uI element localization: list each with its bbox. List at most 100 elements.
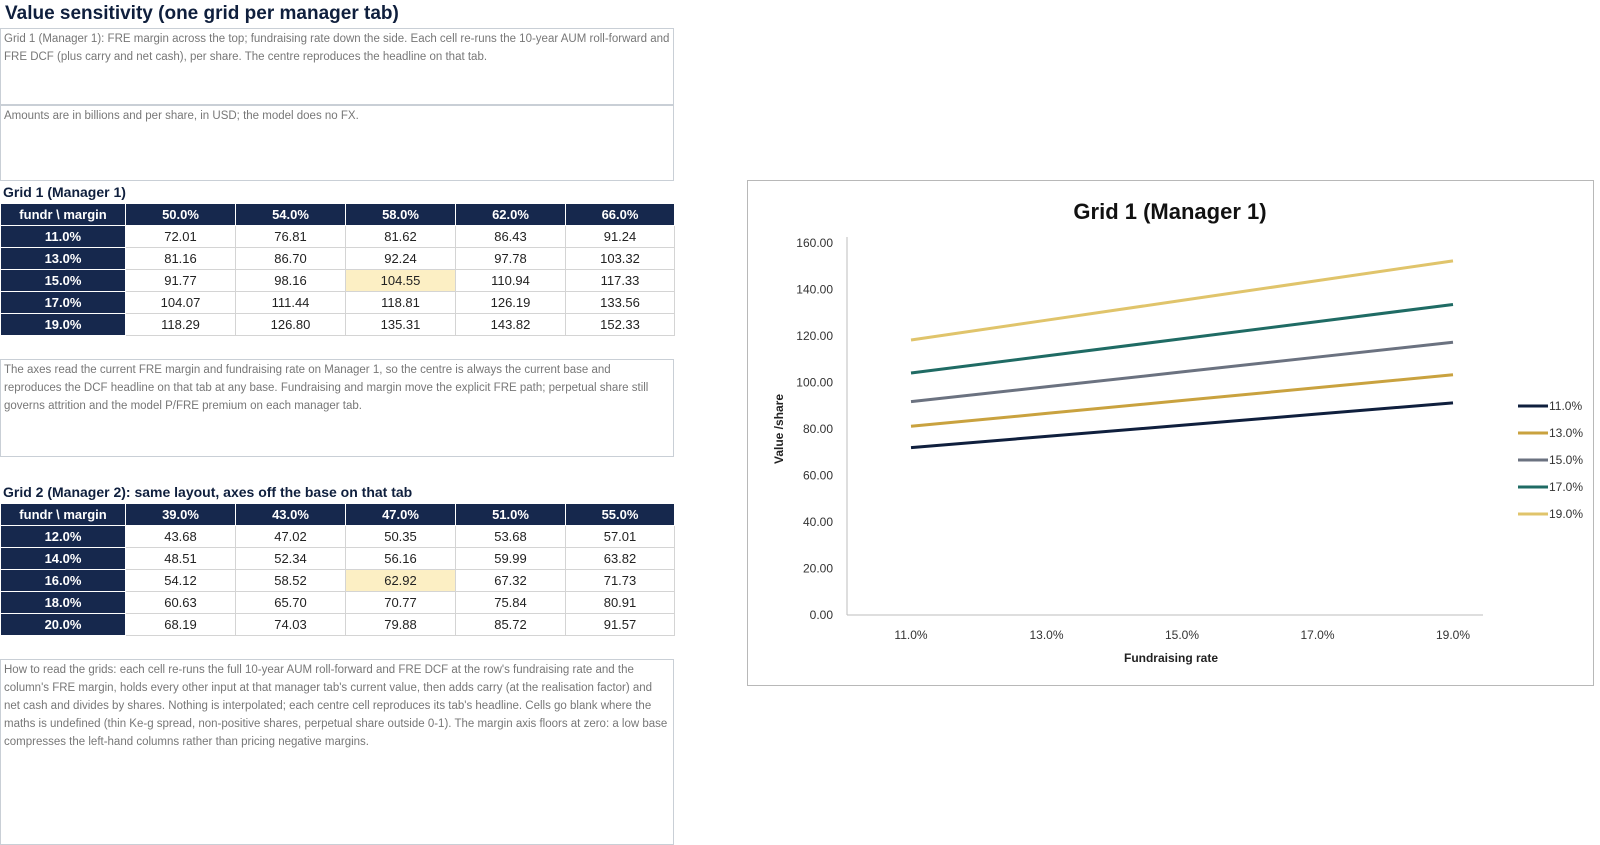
grid1-col-header[interactable]: 54.0%: [235, 203, 346, 226]
legend-label: 17.0%: [1549, 480, 1583, 494]
grid2-cell[interactable]: 56.16: [345, 547, 456, 570]
grid1-cell[interactable]: 126.19: [455, 291, 566, 314]
grid2-cell[interactable]: 63.82: [565, 547, 675, 570]
grid1-cell[interactable]: 152.33: [565, 313, 675, 336]
grid2-cell[interactable]: 54.12: [125, 569, 236, 592]
grid2-cell[interactable]: 57.01: [565, 525, 675, 548]
grid2-row-header[interactable]: 20.0%: [0, 613, 126, 636]
grid1-col-header[interactable]: 62.0%: [455, 203, 566, 226]
grid1-cell[interactable]: 117.33: [565, 269, 675, 292]
grid1-col-header[interactable]: 50.0%: [125, 203, 236, 226]
grid1-row-header[interactable]: 11.0%: [0, 225, 126, 248]
grid1-row-header[interactable]: 15.0%: [0, 269, 126, 292]
grid2-row: 20.0% 68.19 74.03 79.88 85.72 91.57: [0, 613, 675, 636]
grid1-cell[interactable]: 126.80: [235, 313, 346, 336]
grid1-cell[interactable]: 135.31: [345, 313, 456, 336]
grid1-row-header[interactable]: 13.0%: [0, 247, 126, 270]
grid2-cell[interactable]: 50.35: [345, 525, 456, 548]
grid2-row-header[interactable]: 16.0%: [0, 569, 126, 592]
grid2-row-header[interactable]: 14.0%: [0, 547, 126, 570]
grid2-cell[interactable]: 68.19: [125, 613, 236, 636]
grid2-cell[interactable]: 52.34: [235, 547, 346, 570]
grid2-cell[interactable]: 79.88: [345, 613, 456, 636]
grid1-cell[interactable]: 111.44: [235, 291, 346, 314]
legend-label: 19.0%: [1549, 507, 1583, 521]
grid2-cell[interactable]: 74.03: [235, 613, 346, 636]
grid2-caption: Grid 2 (Manager 2): same layout, axes of…: [3, 484, 413, 500]
grid1-cell[interactable]: 92.24: [345, 247, 456, 270]
grid1-cell[interactable]: 91.77: [125, 269, 236, 292]
grid2-cell[interactable]: 43.68: [125, 525, 236, 548]
grid1-cell[interactable]: 118.81: [345, 291, 456, 314]
grid2-cell[interactable]: 48.51: [125, 547, 236, 570]
grid1-cell[interactable]: 110.94: [455, 269, 566, 292]
grid2-cell[interactable]: 71.73: [565, 569, 675, 592]
grid2-row: 14.0% 48.51 52.34 56.16 59.99 63.82: [0, 547, 675, 570]
grid2-center-cell[interactable]: 62.92: [345, 569, 456, 592]
grid1-row: 13.0% 81.16 86.70 92.24 97.78 103.32: [0, 247, 675, 270]
page-title: Value sensitivity (one grid per manager …: [5, 3, 399, 24]
grid2-cell[interactable]: 58.52: [235, 569, 346, 592]
grid2-cell[interactable]: 70.77: [345, 591, 456, 614]
chart-frame[interactable]: Grid 1 (Manager 1) 0.00 20.00 40.00 60.00 80.…: [747, 180, 1594, 686]
grid1-cell[interactable]: 97.78: [455, 247, 566, 270]
series-line-0: [910, 401, 1454, 450]
grid2-col-header[interactable]: 55.0%: [565, 503, 675, 526]
series-line-1: [910, 373, 1454, 428]
grid1-caption: Grid 1 (Manager 1): [3, 184, 126, 200]
grid1-cell[interactable]: 98.16: [235, 269, 346, 292]
grid1-cell[interactable]: 104.07: [125, 291, 236, 314]
grid1-corner-label[interactable]: fundr \ margin: [0, 203, 126, 226]
grid2-row: 18.0% 60.63 65.70 70.77 75.84 80.91: [0, 591, 675, 614]
intro-note[interactable]: Grid 1 (Manager 1): FRE margin across th…: [0, 28, 674, 105]
grid2-row-header[interactable]: 18.0%: [0, 591, 126, 614]
grid2-row: 12.0% 43.68 47.02 50.35 53.68 57.01: [0, 525, 675, 548]
y-tick-label: 100.00: [796, 376, 833, 390]
grid1-col-header[interactable]: 66.0%: [565, 203, 675, 226]
grid2-cell[interactable]: 75.84: [455, 591, 566, 614]
grid2-row-header[interactable]: 12.0%: [0, 525, 126, 548]
grid2-cell[interactable]: 60.63: [125, 591, 236, 614]
line-chart: Grid 1 (Manager 1) 0.00 20.00 40.00 60.00 80.…: [772, 199, 1583, 665]
grid2-cell[interactable]: 67.32: [455, 569, 566, 592]
grid2-cell[interactable]: 65.70: [235, 591, 346, 614]
grid1-cell[interactable]: 86.43: [455, 225, 566, 248]
grid1-cell[interactable]: 81.16: [125, 247, 236, 270]
grid1-table: fundr \ margin 50.0% 54.0% 58.0% 62.0% 66.0% 1…: [0, 203, 675, 336]
x-tick-label: 15.0%: [1165, 628, 1199, 642]
grid2-col-header[interactable]: 39.0%: [125, 503, 236, 526]
grid2-col-header[interactable]: 47.0%: [345, 503, 456, 526]
grid2-cell[interactable]: 85.72: [455, 613, 566, 636]
grid2-col-header[interactable]: 43.0%: [235, 503, 346, 526]
grid1-cell[interactable]: 72.01: [125, 225, 236, 248]
grid1-cell[interactable]: 118.29: [125, 313, 236, 336]
x-tick-label: 11.0%: [894, 628, 927, 642]
grid1-row-header[interactable]: 19.0%: [0, 313, 126, 336]
grid1-row: 15.0% 91.77 98.16 104.55 110.94 117.33: [0, 269, 675, 292]
units-note[interactable]: Amounts are in billions and per share, i…: [0, 105, 674, 181]
grid1-cell[interactable]: 103.32: [565, 247, 675, 270]
x-tick-label: 13.0%: [1029, 628, 1063, 642]
y-tick-label: 120.00: [796, 329, 833, 343]
x-axis-title: Fundraising rate: [1124, 651, 1218, 665]
grid1-cell[interactable]: 86.70: [235, 247, 346, 270]
axes-note[interactable]: The axes read the current FRE margin and…: [0, 359, 674, 457]
grid1-center-cell[interactable]: 104.55: [345, 269, 456, 292]
grid2-corner-label[interactable]: fundr \ margin: [0, 503, 126, 526]
grid1-cell[interactable]: 91.24: [565, 225, 675, 248]
grid2-cell[interactable]: 80.91: [565, 591, 675, 614]
grid1-cell[interactable]: 76.81: [235, 225, 346, 248]
y-tick-label: 0.00: [810, 608, 834, 622]
howto-note[interactable]: How to read the grids: each cell re-runs…: [0, 659, 674, 845]
grid2-col-header[interactable]: 51.0%: [455, 503, 566, 526]
grid2-cell[interactable]: 53.68: [455, 525, 566, 548]
grid1-col-header[interactable]: 58.0%: [345, 203, 456, 226]
grid2-cell[interactable]: 91.57: [565, 613, 675, 636]
grid2-cell[interactable]: 47.02: [235, 525, 346, 548]
grid1-cell[interactable]: 133.56: [565, 291, 675, 314]
grid2-cell[interactable]: 59.99: [455, 547, 566, 570]
grid1-row-header[interactable]: 17.0%: [0, 291, 126, 314]
grid1-cell[interactable]: 143.82: [455, 313, 566, 336]
series-line-3: [910, 302, 1454, 375]
grid1-cell[interactable]: 81.62: [345, 225, 456, 248]
